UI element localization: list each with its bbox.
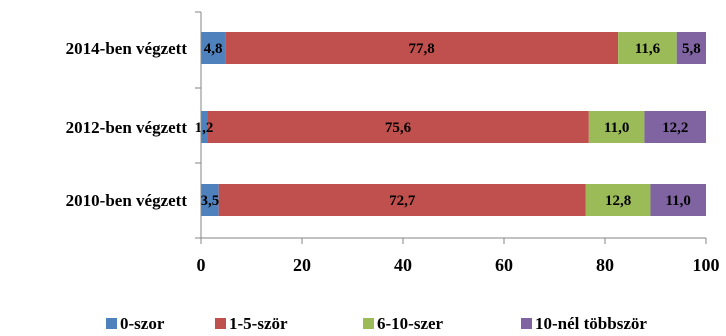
category-label-2014-ben-vegzett: 2014-ben végzett [66,39,188,58]
x-axis-ticks: 0 20 40 60 80 100 [197,238,720,275]
data-label-0-szor-2010-ben-vegzett: 3,5 [200,193,219,209]
bar-10-nel-tobbszor-2014-ben-vegzett [676,32,706,64]
x-tick-label: 80 [596,255,614,275]
legend-swatch-0-szor [106,318,117,329]
legend-label-10-nel-tobbszor: 10-nél többször [535,314,647,333]
bar-0-szor-2014-ben-vegzett [201,32,226,64]
bar-1-5-szor-2012-ben-vegzett [207,111,589,143]
legend: 0-szor 1-5-ször 6-10-szer 10-nél többször [106,314,647,333]
legend-swatch-6-10-szer [363,318,374,329]
bar-6-10-szer-2014-ben-vegzett [618,32,677,64]
bar-6-10-szer-2012-ben-vegzett [588,111,645,143]
legend-label-0-szor: 0-szor [120,314,165,333]
data-label-6-10-szer-2014-ben-vegzett: 11,6 [635,41,661,57]
data-label-10-nel-tobbszor-2014-ben-vegzett: 5,8 [682,41,701,57]
legend-label-1-5-szor: 1-5-ször [229,314,288,333]
data-label-10-nel-tobbszor-2012-ben-vegzett: 12,2 [662,120,688,136]
legend-label-6-10-szer: 6-10-szer [377,314,444,333]
bar-1-5-szor-2010-ben-vegzett [218,184,586,216]
bar-10-nel-tobbszor-2010-ben-vegzett [650,184,706,216]
axes [195,11,706,239]
x-tick-label: 20 [293,255,311,275]
data-labels: 4,8 77,8 11,6 5,8 1,2 75,6 11,0 12,2 3,5 72,7 12,8… [195,41,701,209]
category-label-2012-ben-vegzett: 2012-ben végzett [66,118,188,137]
data-label-6-10-szer-2012-ben-vegzett: 11,0 [604,120,629,136]
x-tick-label: 0 [197,255,206,275]
data-label-1-5-szor-2010-ben-vegzett: 72,7 [389,193,416,209]
data-label-6-10-szer-2010-ben-vegzett: 12,8 [605,193,631,209]
x-tick-label: 40 [394,255,412,275]
x-tick-label: 100 [693,255,720,275]
data-label-0-szor-2012-ben-vegzett: 1,2 [195,120,214,136]
legend-swatch-1-5-szor [215,318,226,329]
bar-10-nel-tobbszor-2012-ben-vegzett [644,111,706,143]
x-tick-label: 60 [495,255,513,275]
bar-6-10-szer-2010-ben-vegzett [585,184,651,216]
data-label-1-5-szor-2014-ben-vegzett: 77,8 [409,41,435,57]
data-label-1-5-szor-2012-ben-vegzett: 75,6 [385,120,412,136]
legend-swatch-10-nel-tobbszor [521,318,532,329]
bars [201,32,706,216]
data-label-10-nel-tobbszor-2010-ben-vegzett: 11,0 [666,193,691,209]
category-label-2010-ben-vegzett: 2010-ben végzett [66,191,188,210]
bar-1-5-szor-2014-ben-vegzett [225,32,619,64]
bar-0-szor-2010-ben-vegzett [201,184,219,216]
data-label-0-szor-2014-ben-vegzett: 4,8 [204,41,223,57]
category-labels: 2014-ben végzett 2012-ben végzett 2010-ben… [66,39,188,210]
bar-0-szor-2012-ben-vegzett [201,111,208,143]
